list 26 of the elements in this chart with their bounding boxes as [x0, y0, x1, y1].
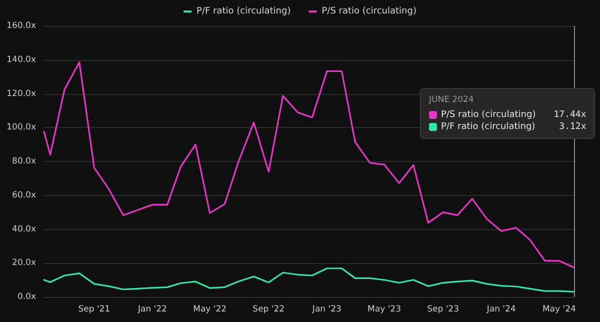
x-tick-label: Jan '22: [137, 304, 167, 314]
y-tick-label: 100.0x: [6, 122, 36, 133]
y-tick-label: 40.0x: [12, 224, 36, 234]
y-tick-label: 80.0x: [12, 156, 36, 166]
annotation: 17.44x: [552, 110, 586, 120]
y-tick-label: 140.0x: [6, 54, 36, 65]
text: P/F ratio (circulating): [196, 6, 291, 16]
y-tick-label: 0.0x: [17, 292, 36, 302]
x-tick-label: May '22: [193, 304, 227, 314]
x-tick-label: Jan '23: [311, 304, 342, 314]
x-tick-label: Sep '23: [427, 304, 459, 314]
x-tick-label: May '24: [542, 304, 576, 314]
x-tick-label: Jan '24: [486, 304, 516, 314]
x-tick-label: Sep '21: [78, 304, 110, 314]
annotation: 3.12x: [558, 122, 586, 132]
x-tick-label: Sep '22: [252, 304, 285, 314]
line-series: [43, 268, 575, 293]
legend-label: P/F ratio (circulating): [441, 122, 536, 132]
text: P/S ratio (circulating): [322, 6, 416, 16]
legend-label: P/S ratio (circulating): [441, 110, 536, 120]
annotation: JUNE 2024: [429, 95, 475, 105]
y-tick-label: 160.0x: [6, 21, 36, 31]
x-tick-label: May '23: [368, 304, 401, 314]
y-tick-label: 120.0x: [6, 88, 36, 99]
y-tick-label: 60.0x: [12, 190, 36, 200]
y-tick-label: 20.0x: [12, 258, 36, 268]
